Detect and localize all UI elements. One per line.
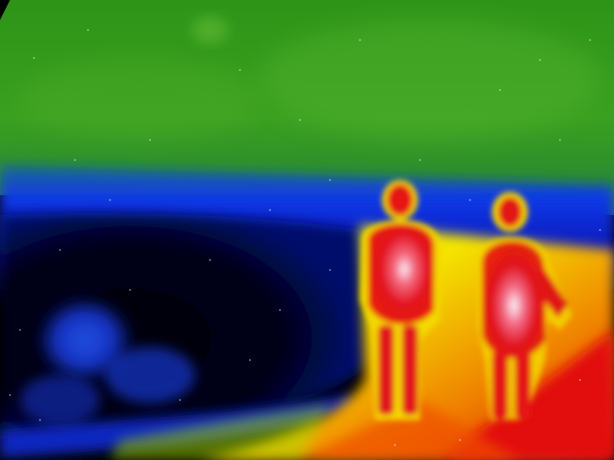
- person-right: [478, 192, 572, 420]
- background-sky: [0, 0, 614, 215]
- sensor-noise: [9, 29, 601, 446]
- blue-ghost-figure: [20, 295, 195, 425]
- person-left: [360, 180, 440, 420]
